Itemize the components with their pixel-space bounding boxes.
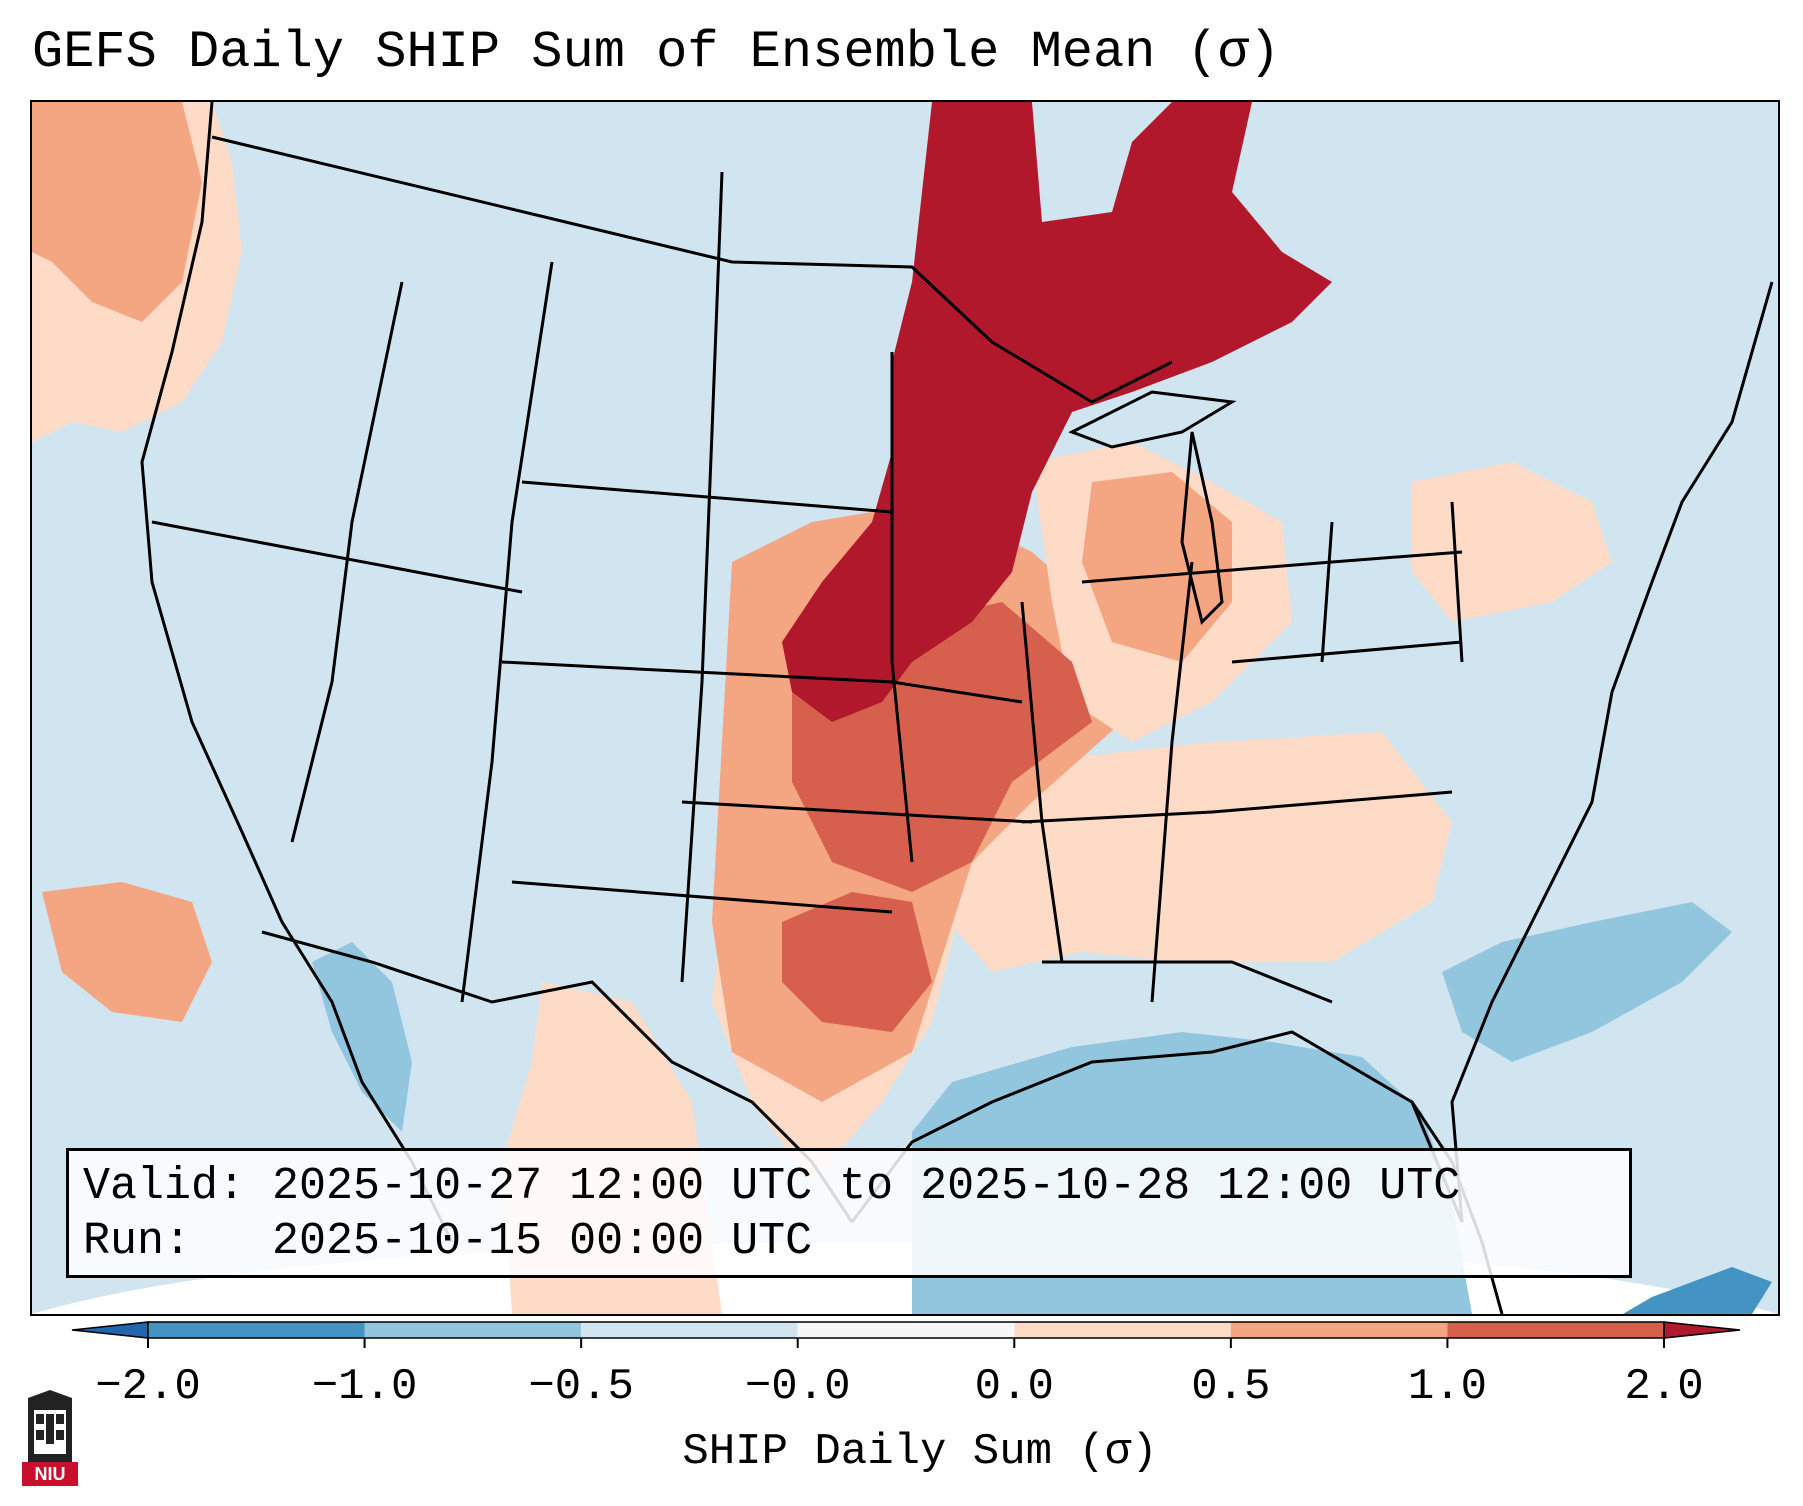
state-lines-horizontal — [151, 480, 1463, 1004]
texas-panhandle-strong — [782, 892, 932, 1032]
state-boundaries — [140, 102, 1774, 1314]
run-value: 2025-10-15 00:00 UTC — [272, 1216, 813, 1267]
colorbar-extend-high — [1663, 1321, 1741, 1339]
niu-logo: NIU — [22, 1390, 78, 1486]
logo-text: NIU — [35, 1464, 66, 1484]
pacific-offshore — [42, 882, 212, 1022]
colorbar-label: SHIP Daily Sum (σ) — [682, 1427, 1158, 1477]
colorbar-tick-label: 0.0 — [974, 1362, 1054, 1412]
northern-plains-extreme — [782, 102, 1332, 722]
colorbar-tick-label: −1.0 — [311, 1362, 418, 1412]
colorbar-bin — [364, 1322, 582, 1338]
colorbar-extend-low — [71, 1321, 149, 1339]
lake-superior — [1068, 390, 1237, 449]
colorbar-tick-label: −2.0 — [95, 1362, 201, 1412]
colorbar-bins — [71, 1321, 1741, 1339]
colorbar-tick-label: −0.0 — [744, 1362, 851, 1412]
colorbar-ticks — [147, 1338, 1665, 1348]
colorbar-bin — [797, 1322, 1015, 1338]
east-coast — [1450, 281, 1774, 1223]
map-canvas — [32, 102, 1778, 1314]
baja-anomaly — [312, 942, 412, 1132]
chart-title: GEFS Daily SHIP Sum of Ensemble Mean (σ) — [32, 23, 1281, 82]
lake-michigan — [1180, 431, 1224, 625]
valid-run-box: Valid: 2025-10-27 12:00 UTC to 2025-10-2… — [66, 1148, 1632, 1278]
valid-value: 2025-10-27 12:00 UTC to 2025-10-28 12:00… — [272, 1161, 1461, 1212]
colorbar-bin — [1014, 1322, 1231, 1338]
pacific-northwest-medium — [32, 102, 202, 322]
cuba-anomaly — [1592, 1267, 1772, 1314]
colorbar-outline — [147, 1321, 1665, 1339]
northeast-light — [1412, 462, 1612, 622]
greatlakes-medium — [1082, 472, 1232, 662]
colorbar-bin — [1447, 1322, 1664, 1338]
valid-label: Valid: — [83, 1161, 246, 1212]
colorbar-bin — [581, 1322, 798, 1338]
map-panel — [30, 100, 1780, 1316]
gulf-coast — [850, 1030, 1464, 1223]
colorbar-bin — [1230, 1322, 1448, 1338]
run-label: Run: — [83, 1216, 192, 1267]
us-canada-border — [211, 135, 1173, 404]
atlantic-anomaly — [1442, 902, 1732, 1062]
colorbar-bin — [148, 1322, 365, 1338]
colorbar-tick-label: 2.0 — [1624, 1362, 1704, 1412]
coastline-west — [140, 102, 454, 1243]
colorbar-tick-label: 0.5 — [1191, 1362, 1271, 1412]
colorbar-tick-label: 1.0 — [1407, 1362, 1488, 1412]
colorbar-tick-label: −0.5 — [528, 1362, 634, 1412]
